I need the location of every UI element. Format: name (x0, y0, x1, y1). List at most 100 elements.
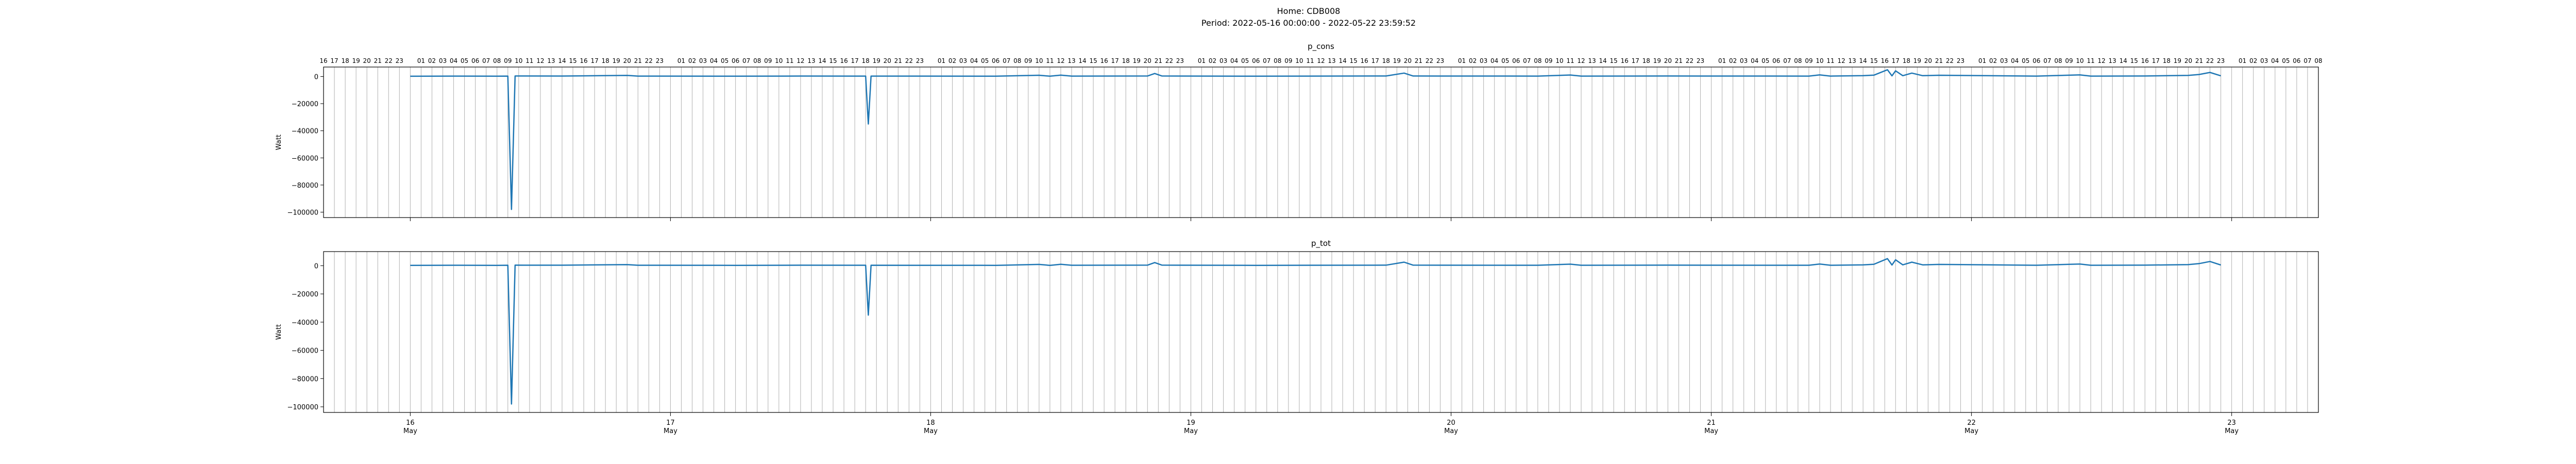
hour-tick-label: 07 (482, 57, 490, 64)
hour-tick-label: 09 (1024, 57, 1032, 64)
hour-tick-label: 09 (1805, 57, 1812, 64)
hour-tick-label: 15 (1610, 57, 1618, 64)
hour-tick-label: 06 (471, 57, 479, 64)
hour-tick-label: 15 (1870, 57, 1878, 64)
hour-tick-label: 08 (1013, 57, 1021, 64)
hour-tick-label: 01 (1458, 57, 1466, 64)
hour-tick-label: 12 (2097, 57, 2105, 64)
hour-tick-label: 12 (796, 57, 804, 64)
hour-tick-label: 23 (2217, 57, 2225, 64)
hour-tick-label: 01 (417, 57, 425, 64)
hour-tick-label: 10 (2076, 57, 2083, 64)
y-tick-label: −40000 (292, 128, 318, 136)
hour-tick-label: 15 (1349, 57, 1357, 64)
hour-tick-label: 13 (807, 57, 815, 64)
hour-tick-label: 14 (558, 57, 566, 64)
hour-tick-label: 15 (569, 57, 577, 64)
x-tick-label-day: 17 (666, 419, 675, 427)
hour-tick-label: 15 (829, 57, 837, 64)
hour-tick-label: 13 (547, 57, 555, 64)
series-line (410, 69, 2221, 210)
hour-tick-label: 16 (1881, 57, 1889, 64)
hour-tick-label: 01 (1718, 57, 1726, 64)
hour-tick-label: 12 (536, 57, 544, 64)
hour-tick-label: 19 (352, 57, 360, 64)
hour-tick-label: 16 (580, 57, 587, 64)
hour-tick-label: 20 (623, 57, 631, 64)
hour-tick-label: 23 (1957, 57, 1964, 64)
hour-tick-label: 10 (1816, 57, 1823, 64)
hour-tick-label: 12 (1317, 57, 1325, 64)
hour-tick-label: 18 (1122, 57, 1130, 64)
hour-tick-label: 07 (742, 57, 750, 64)
y-tick-label: −80000 (292, 375, 318, 383)
hour-tick-label: 19 (613, 57, 620, 64)
hour-tick-label: 08 (753, 57, 761, 64)
hour-tick-label: 14 (1859, 57, 1867, 64)
hour-tick-label: 20 (1404, 57, 1412, 64)
hour-tick-label: 17 (1371, 57, 1379, 64)
hour-tick-label: 04 (710, 57, 718, 64)
hour-tick-label: 07 (1263, 57, 1270, 64)
hour-tick-label: 17 (1892, 57, 1900, 64)
hour-tick-label: 03 (439, 57, 447, 64)
hour-tick-label: 01 (938, 57, 945, 64)
hour-tick-label: 12 (1837, 57, 1845, 64)
hour-tick-label: 06 (1512, 57, 1520, 64)
hour-tick-label: 18 (862, 57, 870, 64)
hour-tick-label: 05 (2282, 57, 2290, 64)
hour-tick-label: 03 (699, 57, 707, 64)
hour-tick-label: 12 (1577, 57, 1585, 64)
y-tick-label: −60000 (292, 155, 318, 162)
hour-tick-label: 04 (2011, 57, 2019, 64)
y-tick-label: −20000 (292, 291, 318, 299)
hour-tick-label: 09 (2065, 57, 2073, 64)
axes-frame (323, 67, 2319, 218)
hour-tick-label: 11 (1826, 57, 1834, 64)
hour-tick-label: 02 (1469, 57, 1477, 64)
y-tick-label: 0 (314, 262, 318, 270)
hour-tick-label: 03 (959, 57, 967, 64)
hour-tick-label: 17 (2152, 57, 2160, 64)
x-tick-label-day: 23 (2227, 419, 2236, 427)
hour-tick-label: 23 (656, 57, 664, 64)
hour-tick-label: 06 (2293, 57, 2300, 64)
hour-tick-label: 14 (818, 57, 826, 64)
figure-title: Home: CDB008 (1277, 6, 1341, 16)
hour-tick-label: 21 (2195, 57, 2203, 64)
hour-tick-label: 15 (2130, 57, 2138, 64)
y-tick-label: −100000 (287, 209, 318, 217)
y-tick-label: −80000 (292, 182, 318, 190)
hour-tick-label: 19 (1393, 57, 1401, 64)
y-tick-label: −20000 (292, 101, 318, 108)
y-axis-label: Watt (275, 324, 283, 340)
hour-tick-label: 07 (1003, 57, 1010, 64)
hour-tick-label: 01 (2239, 57, 2246, 64)
hour-tick-label: 21 (1935, 57, 1943, 64)
hour-tick-label: 11 (2087, 57, 2094, 64)
series-line (410, 258, 2221, 405)
figure-subtitle: Period: 2022-05-16 00:00:00 - 2022-05-22… (1201, 18, 1416, 28)
hour-tick-label: 22 (1426, 57, 1433, 64)
x-tick-label-month: May (1444, 427, 1458, 435)
hour-tick-label: 05 (1761, 57, 1769, 64)
y-tick-label: −100000 (287, 404, 318, 411)
hour-tick-label: 19 (1133, 57, 1141, 64)
hour-tick-label: 08 (1534, 57, 1541, 64)
hour-tick-label: 16 (319, 57, 327, 64)
hour-tick-label: 11 (526, 57, 533, 64)
hour-tick-label: 07 (1523, 57, 1531, 64)
hour-tick-label: 01 (677, 57, 685, 64)
hour-tick-label: 18 (601, 57, 609, 64)
panel-title: p_cons (1308, 42, 1334, 52)
hour-tick-label: 16 (1361, 57, 1368, 64)
hour-tick-label: 06 (992, 57, 999, 64)
hour-tick-label: 13 (1848, 57, 1856, 64)
hour-tick-label: 07 (2043, 57, 2051, 64)
hour-tick-label: 17 (590, 57, 598, 64)
hour-tick-label: 10 (1555, 57, 1563, 64)
hour-tick-label: 01 (1198, 57, 1206, 64)
hour-tick-label: 23 (1697, 57, 1704, 64)
hour-tick-label: 10 (1295, 57, 1303, 64)
hour-tick-label: 03 (1219, 57, 1227, 64)
